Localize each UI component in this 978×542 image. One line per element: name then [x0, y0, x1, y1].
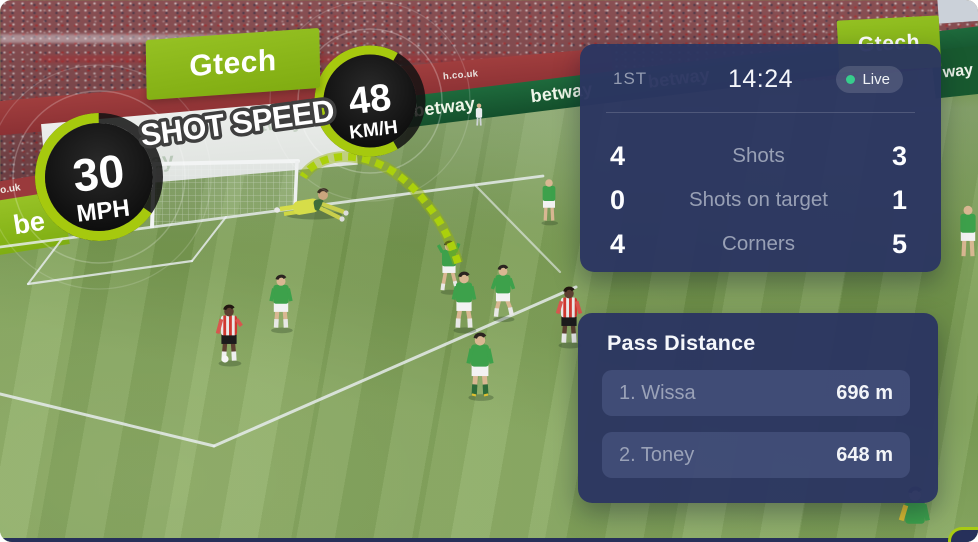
pass-row: 1. Wissa 696 m: [602, 370, 910, 416]
corner-graphic-widget: [948, 527, 978, 542]
six-yard-line: [191, 216, 227, 262]
pass-player: 2. Toney: [619, 443, 695, 466]
bottom-strip: [0, 538, 978, 542]
shot-trajectory-arc: [298, 151, 464, 265]
pass-value: 696 m: [836, 381, 893, 404]
stat-away-value: 5: [891, 228, 907, 259]
stat-home-value: 4: [610, 228, 626, 259]
stats-divider: [606, 112, 915, 113]
penalty-box-line: [212, 285, 578, 448]
football: [221, 355, 229, 363]
pass-distance-panel: Pass Distance 1. Wissa 696 m 2. Toney 64…: [578, 313, 938, 503]
live-badge: Live: [836, 66, 903, 93]
pass-player: 1. Wissa: [619, 381, 696, 404]
ballboy-white: [475, 103, 483, 126]
stand-walkway: [0, 34, 300, 43]
gauge-disc: [323, 54, 417, 148]
live-indicator-dot: [846, 75, 856, 84]
goal-net-mesh: [153, 161, 297, 227]
player-away-green: [490, 264, 516, 323]
pass-value: 648 m: [836, 443, 893, 466]
stat-label: Corners: [722, 232, 795, 255]
gauge-arc: [314, 45, 426, 157]
speed-gauge-mph: 30 MPH: [35, 113, 163, 241]
stat-row-shots: 4 Shots 3: [580, 136, 941, 176]
match-stats-panel: 1ST 14:24 Live 4 Shots 3 0 Shots on targ…: [580, 44, 941, 272]
goal-right-post: [293, 160, 299, 207]
gauge-unit: MPH: [75, 195, 131, 228]
match-clock: 14:24: [727, 65, 794, 93]
stat-row-corners: 4 Corners 5: [580, 224, 941, 264]
pass-distance-title: Pass Distance: [607, 331, 756, 355]
period-label: 1ST: [613, 69, 648, 88]
pass-row: 2. Toney 648 m: [602, 432, 910, 478]
shot-speed-title: SHOT SPEED: [138, 93, 336, 153]
stat-home-value: 4: [610, 140, 626, 171]
live-label: Live: [862, 71, 890, 88]
six-yard-line: [27, 238, 63, 285]
player-goalkeeper: [274, 188, 349, 222]
stat-label: Shots on target: [688, 188, 829, 211]
player-away-green: [466, 332, 494, 401]
stat-away-value: 1: [891, 184, 907, 215]
speed-gauge-kmh: 48 KM/H: [314, 45, 426, 157]
gauge-value: 30: [70, 144, 127, 202]
stat-home-value: 0: [610, 184, 626, 215]
decorative-rings: [0, 0, 471, 290]
stat-away-value: 3: [891, 140, 907, 171]
six-yard-line: [26, 259, 194, 286]
gauge-disc: [45, 123, 153, 231]
gauge-value: 48: [346, 77, 393, 124]
player-away-green-edge: [960, 205, 976, 257]
stat-row-shots-on-target: 0 Shots on target 1: [580, 180, 941, 220]
player-home-striped: [555, 286, 583, 349]
player-away-green: [269, 274, 293, 334]
goal-crossbar: [152, 159, 300, 166]
player-away-green: [451, 271, 477, 334]
player-away-green-far: [541, 179, 558, 226]
penalty-box-line: [474, 184, 562, 274]
penalty-box-line: [0, 392, 216, 448]
stat-label: Shots: [732, 144, 785, 167]
